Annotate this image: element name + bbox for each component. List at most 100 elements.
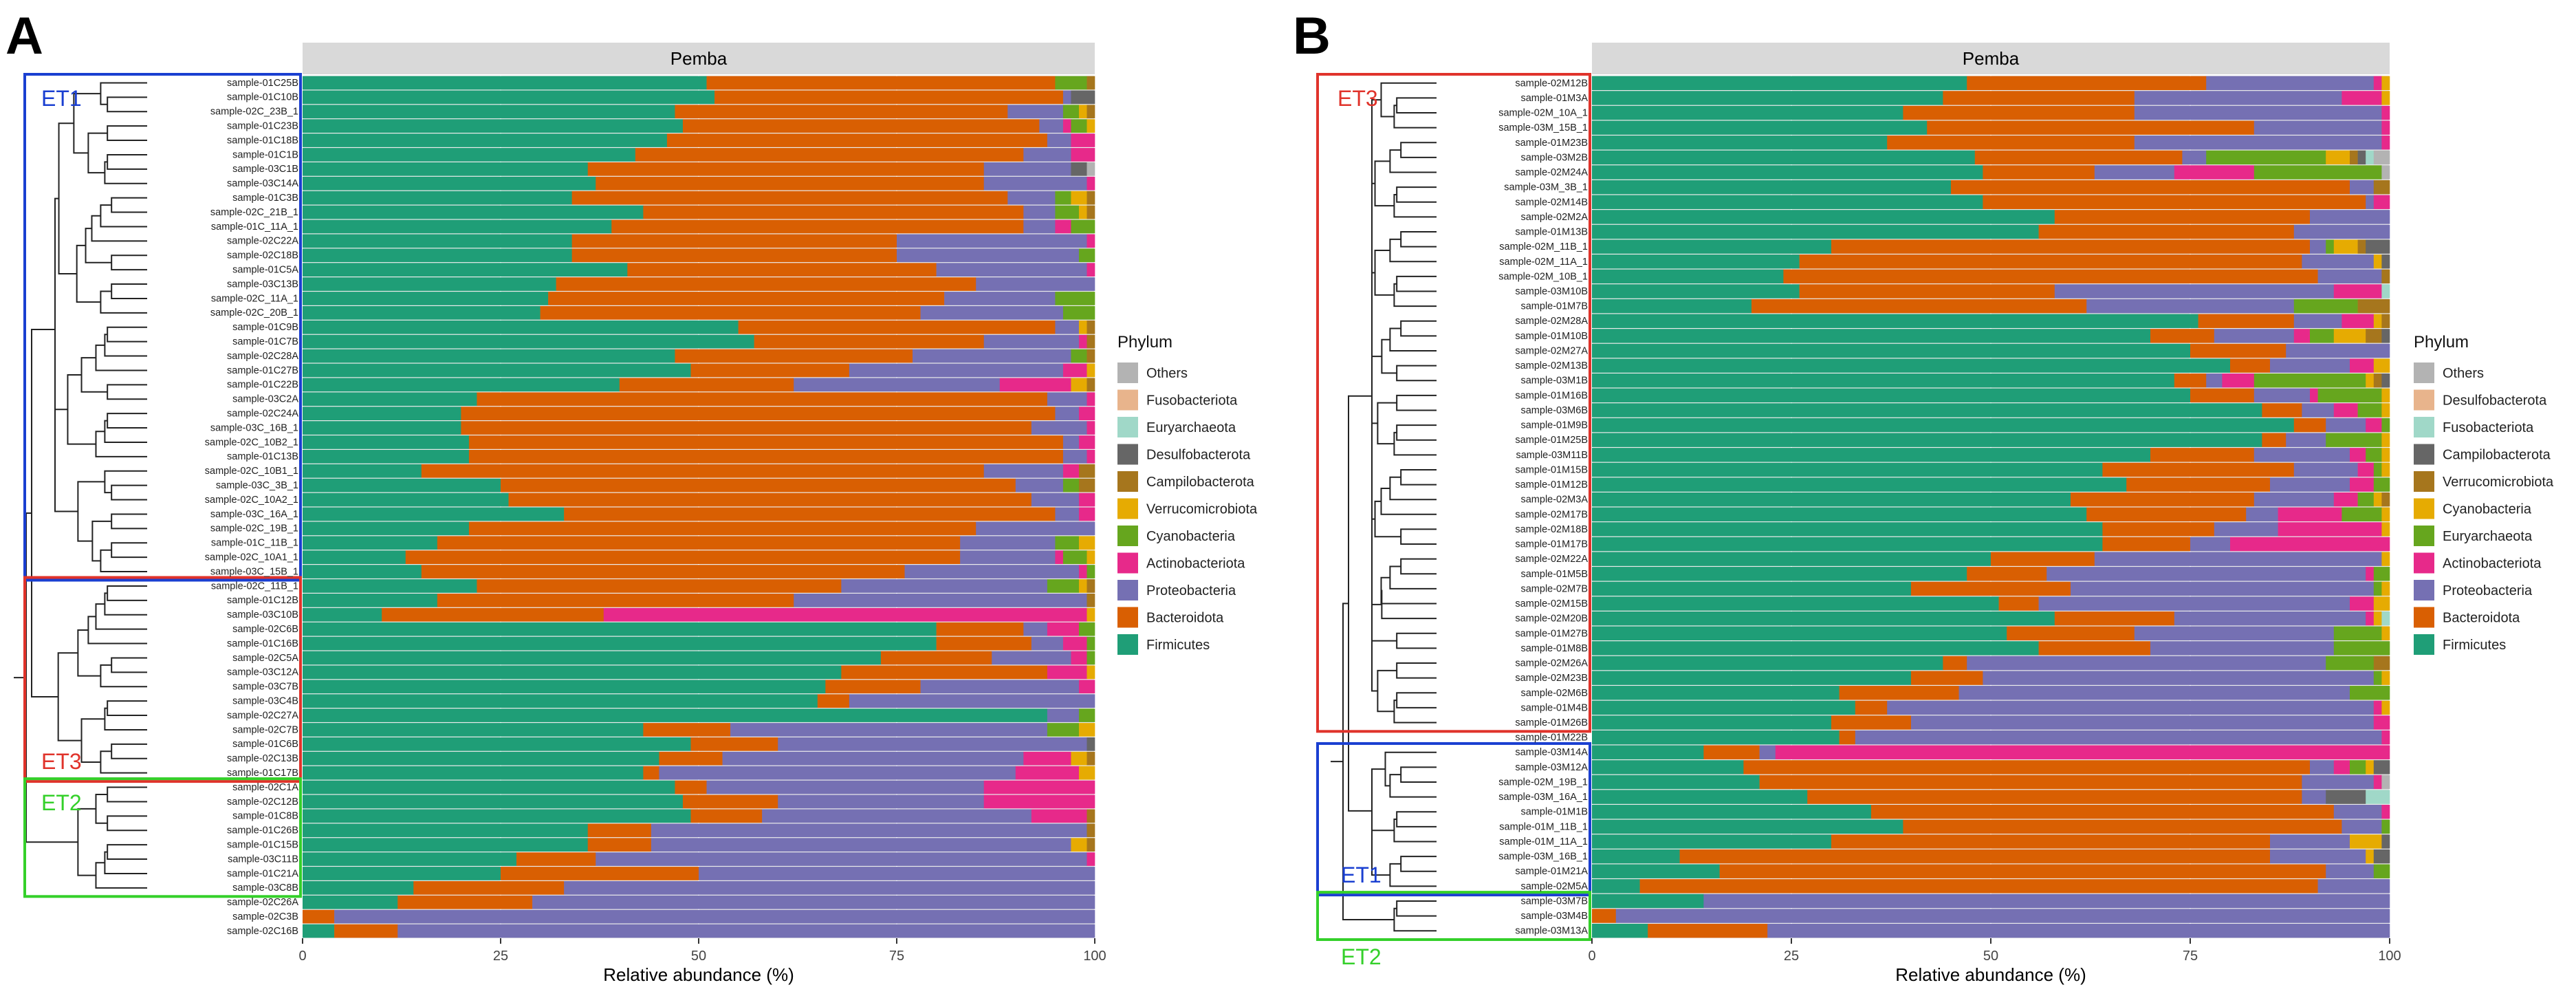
bar-segment-actinobacteriota — [1071, 651, 1087, 665]
legend-label: Desulfobacterota — [1146, 448, 1251, 463]
sample-label: sample-03M10B — [1515, 286, 1588, 297]
bar-segment-proteobacteria — [778, 794, 985, 809]
bar-segment-campilobacterota — [1087, 594, 1095, 607]
legend-label: Actinobacteriota — [1146, 556, 1245, 572]
bar-segment-firmicutes — [303, 751, 659, 766]
sample-label: sample-02M_10B_1 — [1498, 271, 1588, 282]
dendrogram-branch — [1381, 338, 1397, 374]
bar-row — [1592, 507, 2390, 522]
dendrogram-branch — [100, 290, 147, 314]
bar-segment-actinobacteriota — [2342, 314, 2375, 328]
dendrogram-branch — [1400, 558, 1437, 575]
bar-segment-bacteroidota — [675, 105, 1008, 119]
bar-segment-bacteroidota — [1592, 909, 1617, 923]
bar-row — [1592, 343, 2390, 358]
bar-segment-firmicutes — [303, 320, 739, 334]
sample-label: sample-02M28A — [1515, 316, 1588, 327]
bar-segment-firmicutes — [1592, 284, 1800, 299]
bar-segment-bacteroidota — [706, 76, 1056, 90]
bar-segment-bacteroidota — [1703, 745, 1760, 759]
bar-segment-proteobacteria — [1047, 133, 1071, 147]
bar-segment-cyanobacteria — [1078, 248, 1095, 263]
bar-row — [303, 823, 1095, 838]
bar-row — [1592, 195, 2390, 209]
bar-segment-actinobacteriota — [2278, 507, 2342, 522]
bar-row — [303, 579, 1095, 593]
bar-segment-proteobacteria — [1023, 148, 1071, 162]
bar-row — [1592, 105, 2390, 120]
dendrogram-branch — [1400, 231, 1437, 248]
bar-segment-proteobacteria — [2302, 790, 2326, 804]
bar-segment-firmicutes — [303, 464, 422, 478]
bar-segment-bacteroidota — [397, 895, 533, 909]
bar-segment-bacteroidota — [825, 680, 921, 694]
bar-row — [303, 435, 1095, 449]
sample-label: sample-02M7B — [1520, 583, 1588, 594]
bar-row — [1592, 909, 2390, 923]
bar-row — [1592, 150, 2390, 165]
sample-label: sample-02M_11B_1 — [1499, 241, 1588, 252]
legend-item: Verrucomicrobiota — [1117, 498, 1258, 519]
bar-segment-proteobacteria — [730, 723, 1048, 737]
bar-segment-actinobacteriota — [2381, 136, 2390, 150]
sample-label: sample-01C21A — [227, 868, 298, 879]
bar-segment-actinobacteriota — [1078, 492, 1095, 507]
dendrogram-branch — [107, 700, 147, 717]
bar-segment-verrucomicrobiota — [1078, 205, 1087, 219]
bar-segment-bacteroidota — [1807, 790, 2302, 804]
bar-segment-firmicutes — [303, 148, 636, 162]
legend-swatch — [1117, 362, 1138, 383]
sample-labels-a: sample-01C25B sample-01C10B sample-02C_23B… — [205, 78, 299, 937]
bar-row — [1592, 879, 2390, 894]
bar-segment-cyanobacteria — [2373, 358, 2390, 373]
sample-label: sample-03C1B — [232, 164, 298, 175]
legend-item: Euryarchaeota — [2414, 526, 2533, 546]
bar-segment-cyanobacteria — [1087, 651, 1095, 665]
bar-segment-firmicutes — [1592, 760, 1744, 775]
bar-segment-bacteroidota — [1679, 849, 2271, 864]
bar-segment-cyanobacteria — [1055, 205, 1080, 219]
x-axis-a: 0 25 50 75 100 — [298, 938, 1106, 964]
bar-segment-campilobacterota — [1087, 334, 1095, 349]
legend-item: Actinobacteriota — [2414, 552, 2542, 574]
bar-segment-bacteroidota — [501, 478, 1016, 492]
x-tick-label: 75 — [889, 949, 904, 964]
bar-segment-campilobacterota — [1087, 838, 1095, 852]
bar-segment-proteobacteria — [762, 809, 1032, 823]
bar-row — [303, 607, 1095, 622]
dendrogram-branch — [77, 481, 105, 542]
sample-label: sample-03M7B — [1520, 896, 1588, 907]
dendrogram-branch — [1393, 819, 1437, 843]
bar-segment-bacteroidota — [413, 881, 565, 895]
bar-segment-firmicutes — [303, 579, 477, 593]
dendrogram-branch — [91, 215, 147, 242]
x-tick-label: 25 — [1784, 949, 1799, 964]
bar-segment-firmicutes — [303, 119, 684, 133]
bar-segment-proteobacteria — [2214, 329, 2295, 343]
panel-label-a: A — [6, 7, 43, 65]
bar-segment-euryarchaeota — [2206, 150, 2326, 165]
sample-label: sample-02M_10A_1 — [1498, 108, 1588, 119]
bar-segment-proteobacteria — [1062, 90, 1071, 105]
bar-segment-campilobacterota — [1087, 320, 1095, 334]
bar-segment-actinobacteriota — [2373, 715, 2390, 730]
bar-segment-proteobacteria — [2253, 492, 2335, 507]
dendrogram-branch — [1400, 766, 1437, 783]
bar-segment-bacteroidota — [1719, 864, 2326, 878]
bar-segment-bacteroidota — [1967, 567, 2047, 581]
bar-segment-proteobacteria — [2270, 358, 2350, 373]
bar-segment-proteobacteria — [1031, 492, 1080, 507]
bar-segment-firmicutes — [1592, 255, 1800, 269]
bar-segment-verrucomicrobiota — [1078, 579, 1087, 593]
bar-segment-cyanobacteria — [1062, 105, 1080, 119]
dendrogram-branch — [111, 657, 147, 673]
bar-segment-proteobacteria — [1055, 507, 1080, 521]
dendrogram-branch — [1400, 320, 1437, 337]
bar-segment-campilobacterota — [2373, 849, 2390, 864]
facet-strip-b — [1592, 43, 2390, 74]
bar-segment-proteobacteria — [841, 579, 1048, 593]
cluster-label-et1: ET1 — [1341, 863, 1382, 887]
bar-segment-verrucomicrobiota — [1078, 723, 1095, 737]
sample-label: sample-01C17B — [227, 768, 298, 779]
